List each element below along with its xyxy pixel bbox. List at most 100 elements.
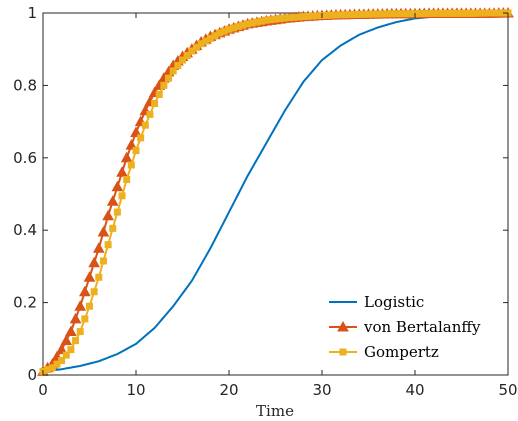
data-point	[197, 40, 205, 48]
ticks-layer: 0 10 20 30 40 50 0 0.2 0.4 0.6 0.8 1	[13, 4, 517, 399]
data-point	[165, 74, 173, 82]
x-axis-title: Time	[256, 402, 294, 420]
y-tick-label: 0.6	[13, 149, 37, 167]
data-point	[285, 14, 293, 22]
data-point	[151, 100, 159, 107]
x-tick-label: 50	[498, 381, 517, 399]
data-point	[155, 90, 163, 98]
data-point	[132, 147, 140, 155]
data-point	[81, 315, 89, 323]
data-point	[458, 9, 465, 17]
data-point	[123, 176, 131, 184]
data-point	[351, 11, 359, 19]
data-point	[230, 24, 238, 32]
data-point	[383, 10, 391, 18]
data-point	[79, 285, 91, 297]
data-point	[360, 10, 368, 18]
y-tick-label: 1	[27, 4, 37, 22]
data-point	[434, 9, 442, 17]
data-point	[183, 52, 191, 60]
data-point	[67, 346, 75, 354]
data-point	[127, 161, 135, 169]
data-point	[188, 47, 196, 55]
legend: Logistic von Bertalanffy Gompertz	[322, 288, 502, 366]
data-point	[206, 34, 214, 42]
data-point	[355, 10, 363, 18]
x-tick-label: 40	[405, 381, 424, 399]
data-point	[485, 9, 493, 17]
data-point	[495, 9, 503, 17]
data-point	[471, 9, 479, 17]
data-point	[248, 19, 256, 27]
data-point	[118, 192, 126, 200]
data-point	[332, 11, 340, 19]
data-point	[146, 110, 154, 118]
data-point	[295, 13, 303, 21]
data-point	[462, 9, 470, 17]
data-point	[220, 27, 228, 35]
data-point	[174, 61, 182, 69]
data-point	[406, 10, 414, 18]
data-point	[106, 195, 119, 206]
data-point	[341, 11, 349, 19]
data-point	[55, 343, 68, 355]
y-tick-label: 0.4	[13, 221, 37, 239]
data-point	[402, 10, 410, 18]
x-tick-label: 10	[126, 381, 145, 399]
data-point	[267, 16, 275, 24]
data-point	[476, 9, 484, 17]
data-point	[116, 166, 128, 177]
data-point	[160, 81, 168, 89]
data-point	[120, 151, 133, 163]
data-point	[74, 300, 87, 311]
data-point	[244, 20, 252, 28]
legend-label: Gompertz	[364, 343, 439, 361]
data-point	[388, 10, 396, 18]
series-gompertz	[39, 9, 512, 375]
data-point	[327, 11, 335, 19]
data-point	[216, 29, 224, 37]
data-point	[378, 10, 386, 18]
data-point	[44, 366, 52, 374]
data-point	[109, 224, 117, 232]
data-point	[225, 25, 233, 33]
data-point	[130, 126, 142, 137]
data-point	[346, 11, 354, 19]
data-point	[258, 17, 266, 25]
data-point	[102, 209, 114, 221]
legend-label: von Bertalanffy	[363, 318, 481, 336]
data-point	[125, 139, 138, 150]
data-point	[99, 257, 107, 265]
data-point	[111, 180, 124, 192]
data-point	[48, 364, 56, 372]
data-point	[179, 56, 186, 64]
data-point	[239, 21, 247, 29]
data-point	[211, 32, 219, 40]
data-point	[420, 10, 428, 18]
data-point	[234, 23, 242, 31]
data-point	[337, 11, 345, 19]
data-point	[281, 14, 289, 22]
data-point	[365, 10, 372, 18]
legend-label: Logistic	[364, 293, 424, 311]
series-layer	[37, 6, 514, 376]
data-point	[202, 37, 210, 45]
data-point	[453, 9, 461, 17]
y-tick-label: 0	[27, 366, 37, 384]
data-point	[276, 15, 284, 23]
data-point	[490, 9, 498, 17]
legend-marker	[339, 348, 347, 356]
data-point	[313, 12, 321, 20]
data-point	[309, 12, 317, 20]
x-tick-label: 30	[312, 381, 331, 399]
y-tick-label: 0.2	[13, 294, 37, 312]
data-point	[290, 13, 298, 21]
data-point	[467, 9, 475, 17]
data-point	[169, 67, 177, 75]
data-point	[374, 10, 382, 18]
data-point	[323, 11, 331, 19]
data-point	[416, 10, 424, 18]
data-point	[192, 43, 200, 51]
data-point	[304, 12, 312, 20]
